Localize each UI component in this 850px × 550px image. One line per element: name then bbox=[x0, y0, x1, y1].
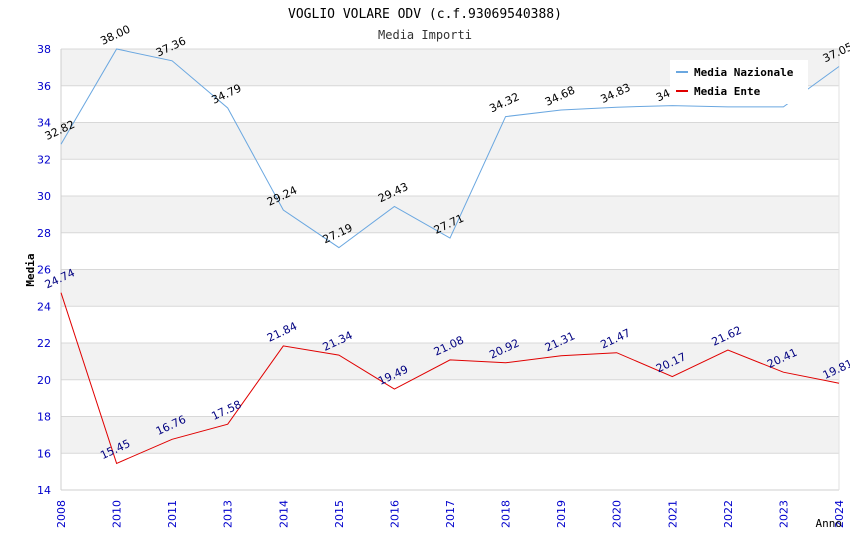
y-tick-label: 16 bbox=[37, 447, 51, 460]
x-tick-label: 2018 bbox=[500, 500, 513, 528]
y-tick-label: 20 bbox=[37, 374, 51, 387]
grid-bands bbox=[61, 49, 839, 454]
x-tick-label: 2024 bbox=[833, 500, 846, 528]
legend-box bbox=[670, 60, 808, 104]
x-tick-label: 2023 bbox=[777, 500, 790, 528]
x-tick-label: 2022 bbox=[722, 500, 735, 528]
chart-title: VOGLIO VOLARE ODV (c.f.93069540388) bbox=[288, 7, 562, 22]
y-tick-label: 14 bbox=[37, 484, 51, 497]
legend-label: Media Nazionale bbox=[694, 66, 794, 79]
x-tick-label: 2011 bbox=[166, 500, 179, 528]
grid-band bbox=[61, 122, 839, 160]
data-label: 34 bbox=[654, 87, 672, 105]
x-tick-label: 2016 bbox=[388, 500, 401, 528]
y-tick-label: 26 bbox=[37, 264, 51, 277]
x-axis: 2008 2010 2011 2013 2014 2015 2016 2017 2018 2019… bbox=[55, 500, 846, 528]
grid-band bbox=[61, 196, 839, 233]
grid-band bbox=[61, 416, 839, 454]
y-tick-label: 28 bbox=[37, 227, 51, 240]
y-tick-label: 36 bbox=[37, 80, 51, 93]
y-tick-label: 30 bbox=[37, 190, 51, 203]
y-tick-label: 22 bbox=[37, 337, 51, 350]
x-tick-label: 2014 bbox=[277, 500, 290, 528]
grid-band bbox=[61, 343, 839, 380]
x-axis-label: Anno bbox=[816, 517, 843, 530]
x-tick-label: 2019 bbox=[555, 500, 568, 528]
x-tick-label: 2010 bbox=[111, 500, 124, 528]
x-tick-label: 2013 bbox=[222, 500, 235, 528]
legend-label: Media Ente bbox=[694, 85, 761, 98]
series-line bbox=[60, 48, 840, 249]
y-tick-label: 24 bbox=[37, 300, 51, 313]
chart-subtitle: Media Importi bbox=[378, 28, 472, 42]
x-tick-label: 2020 bbox=[611, 500, 624, 528]
x-tick-label: 2008 bbox=[55, 500, 68, 528]
y-tick-label: 38 bbox=[37, 43, 51, 56]
data-label: 38.00 bbox=[98, 23, 132, 48]
grid-band bbox=[61, 269, 839, 307]
data-label: 34.68 bbox=[543, 84, 577, 109]
legend: Media Nazionale Media Ente bbox=[670, 60, 808, 104]
data-label: 34.32 bbox=[487, 90, 521, 115]
x-tick-label: 2017 bbox=[444, 500, 457, 528]
y-axis-label: Media bbox=[24, 253, 37, 286]
data-label: 21.84 bbox=[265, 320, 299, 345]
y-tick-label: 18 bbox=[37, 411, 51, 424]
y-tick-label: 34 bbox=[37, 117, 51, 130]
x-tick-label: 2021 bbox=[666, 500, 679, 528]
grid-lines bbox=[60, 48, 840, 491]
y-axis: 14 16 18 20 22 24 26 28 30 32 34 36 38 bbox=[37, 43, 51, 497]
y-tick-label: 32 bbox=[37, 153, 51, 166]
x-tick-label: 2015 bbox=[333, 500, 346, 528]
